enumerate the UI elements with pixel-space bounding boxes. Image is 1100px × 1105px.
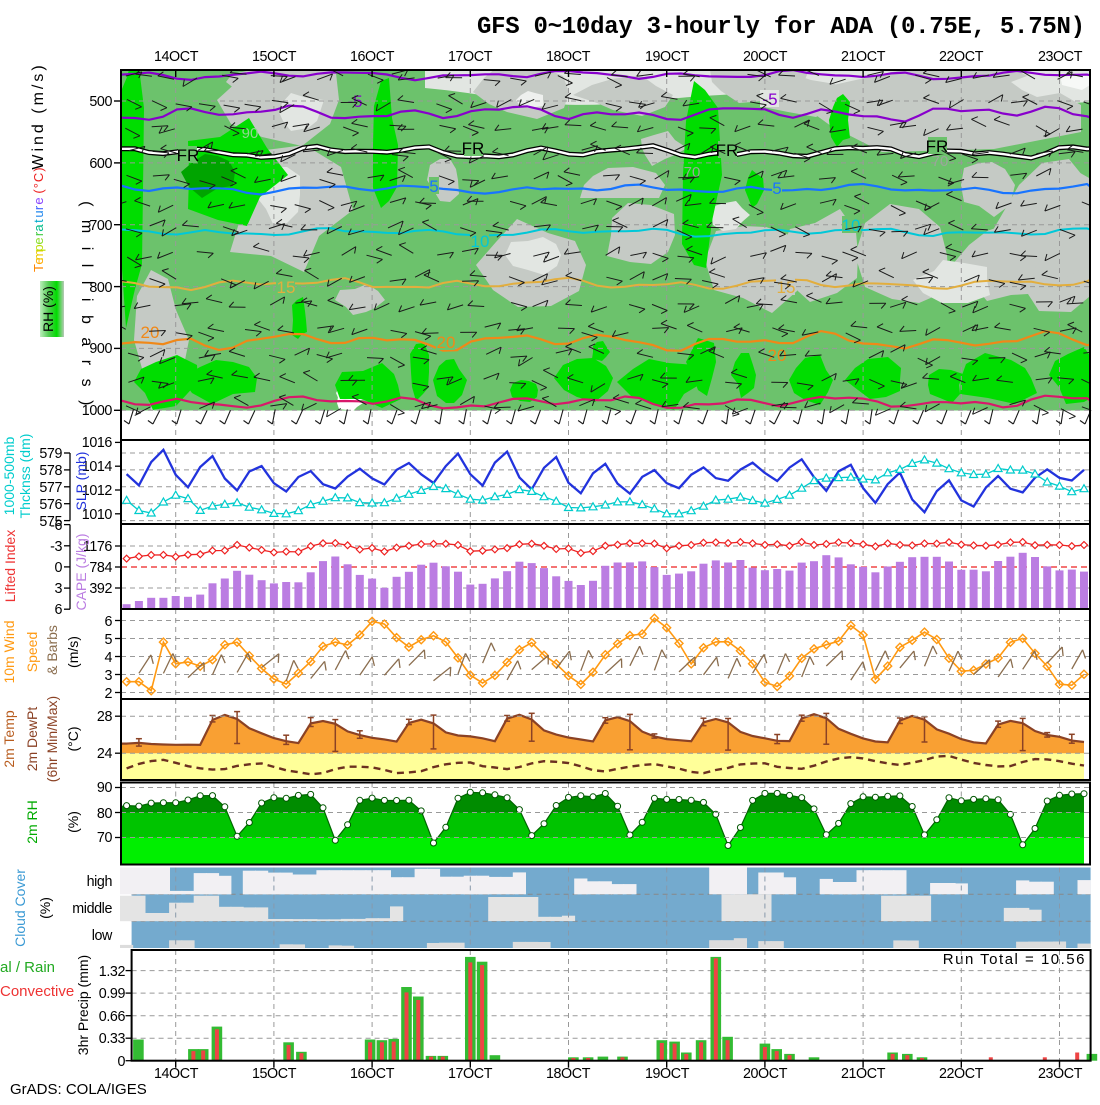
- svg-text:6: 6: [104, 614, 112, 630]
- svg-text:22OCT: 22OCT: [939, 1066, 984, 1082]
- svg-text:Thcknss (dm): Thcknss (dm): [17, 434, 33, 519]
- svg-text:Lifted Index: Lifted Index: [2, 530, 18, 602]
- svg-text:-5: -5: [347, 92, 362, 111]
- svg-text:2m DewPt: 2m DewPt: [24, 707, 40, 772]
- svg-text:0: 0: [117, 1054, 125, 1070]
- svg-text:19OCT: 19OCT: [645, 1066, 690, 1082]
- svg-text:21OCT: 21OCT: [841, 1066, 886, 1082]
- svg-text:1016: 1016: [82, 435, 113, 451]
- svg-text:3: 3: [104, 668, 112, 684]
- svg-text:-3: -3: [50, 539, 62, 555]
- svg-text:r: r: [31, 205, 46, 210]
- svg-text:22OCT: 22OCT: [939, 49, 984, 65]
- svg-text:15OCT: 15OCT: [252, 1066, 297, 1082]
- svg-text:t: t: [31, 219, 46, 223]
- svg-text:low: low: [92, 928, 113, 944]
- svg-text:CAPE (J/kg): CAPE (J/kg): [73, 533, 89, 610]
- svg-text:2m Temp: 2m Temp: [1, 710, 17, 768]
- svg-text:Run Total = 10.56: Run Total = 10.56: [943, 951, 1086, 968]
- svg-text:SLP (mb): SLP (mb): [73, 452, 89, 511]
- svg-text:18OCT: 18OCT: [546, 49, 591, 65]
- svg-text:middle: middle: [72, 901, 112, 917]
- svg-text:GFS 0~10day 3-hourly for ADA (: GFS 0~10day 3-hourly for ADA (0.75E, 5.7…: [477, 14, 1085, 41]
- svg-text:90: 90: [242, 125, 259, 142]
- svg-text:18OCT: 18OCT: [546, 1066, 591, 1082]
- svg-text:Speed: Speed: [24, 632, 40, 672]
- svg-text:14OCT: 14OCT: [154, 1066, 199, 1082]
- svg-text:90: 90: [97, 780, 113, 796]
- svg-text:15OCT: 15OCT: [252, 49, 297, 65]
- svg-text:19OCT: 19OCT: [645, 49, 690, 65]
- svg-text:392: 392: [89, 581, 112, 597]
- svg-text:0.99: 0.99: [99, 986, 126, 1002]
- svg-text:23OCT: 23OCT: [1038, 49, 1083, 65]
- svg-text:RH (%): RH (%): [40, 286, 56, 332]
- svg-text:16OCT: 16OCT: [350, 1066, 395, 1082]
- svg-text:(%): (%): [65, 811, 81, 833]
- svg-text:Cloud Cover: Cloud Cover: [12, 869, 28, 947]
- svg-text:14OCT: 14OCT: [154, 49, 199, 65]
- svg-text:28: 28: [97, 709, 113, 725]
- svg-text:16OCT: 16OCT: [350, 49, 395, 65]
- svg-text:17OCT: 17OCT: [448, 1066, 493, 1082]
- svg-text:a: a: [31, 224, 46, 232]
- svg-text:578: 578: [39, 463, 62, 479]
- svg-text:-6: -6: [50, 518, 62, 534]
- svg-text:(°C): (°C): [65, 726, 81, 751]
- svg-text:10m Wind: 10m Wind: [1, 620, 17, 683]
- svg-text:5: 5: [772, 179, 781, 198]
- svg-text:784: 784: [89, 560, 112, 576]
- svg-text:(%): (%): [37, 897, 53, 919]
- svg-text:GrADS: COLA/IGES: GrADS: COLA/IGES: [10, 1081, 147, 1098]
- svg-text:FR: FR: [177, 146, 200, 165]
- svg-text:20: 20: [141, 323, 160, 342]
- svg-text:(m/s): (m/s): [65, 636, 81, 668]
- svg-text:u: u: [31, 210, 46, 217]
- svg-text:2: 2: [104, 686, 112, 702]
- svg-text:(millibars): (millibars): [78, 201, 95, 419]
- svg-text:10: 10: [842, 216, 861, 235]
- svg-text:1.32: 1.32: [99, 964, 126, 980]
- svg-text:6: 6: [54, 602, 62, 618]
- svg-text:70: 70: [932, 153, 949, 170]
- svg-text:20OCT: 20OCT: [743, 1066, 788, 1082]
- svg-text:0.66: 0.66: [99, 1009, 126, 1025]
- svg-text:0.33: 0.33: [99, 1031, 126, 1047]
- svg-text:20: 20: [437, 333, 456, 352]
- svg-text:24: 24: [97, 746, 113, 762]
- svg-text:80: 80: [97, 806, 113, 822]
- svg-text:2m RH: 2m RH: [24, 800, 40, 844]
- svg-text:(°C): (°C): [31, 166, 46, 193]
- svg-text:high: high: [87, 874, 113, 890]
- svg-text:& Barbs: & Barbs: [44, 625, 60, 675]
- svg-text:577: 577: [39, 480, 62, 496]
- svg-text:FR: FR: [462, 139, 485, 158]
- svg-text:70: 70: [97, 830, 113, 846]
- svg-text:5: 5: [104, 632, 112, 648]
- svg-text:(6hr Min/Max): (6hr Min/Max): [44, 696, 60, 782]
- svg-text:e: e: [31, 197, 46, 204]
- svg-text:600: 600: [89, 156, 112, 172]
- svg-text:0: 0: [54, 560, 62, 576]
- svg-text:579: 579: [39, 446, 62, 462]
- svg-text:al / Rain: al / Rain: [0, 959, 55, 976]
- svg-text:4: 4: [104, 650, 112, 666]
- svg-text:20OCT: 20OCT: [743, 49, 788, 65]
- svg-text:e: e: [31, 237, 46, 244]
- svg-text:23OCT: 23OCT: [1038, 1066, 1083, 1082]
- svg-text:21OCT: 21OCT: [841, 49, 886, 65]
- svg-text:Convective: Convective: [0, 983, 74, 1000]
- svg-text:1000-500mb: 1000-500mb: [1, 436, 17, 515]
- svg-text:3hr Precip (mm): 3hr Precip (mm): [75, 955, 91, 1055]
- svg-text:500: 500: [89, 94, 112, 110]
- svg-text:15: 15: [277, 278, 296, 297]
- svg-text:576: 576: [39, 497, 62, 513]
- svg-text:10: 10: [471, 232, 490, 251]
- svg-text:3: 3: [54, 581, 62, 597]
- svg-text:5: 5: [429, 177, 438, 196]
- svg-text:Wind (m/s): Wind (m/s): [30, 62, 47, 169]
- svg-text:17OCT: 17OCT: [448, 49, 493, 65]
